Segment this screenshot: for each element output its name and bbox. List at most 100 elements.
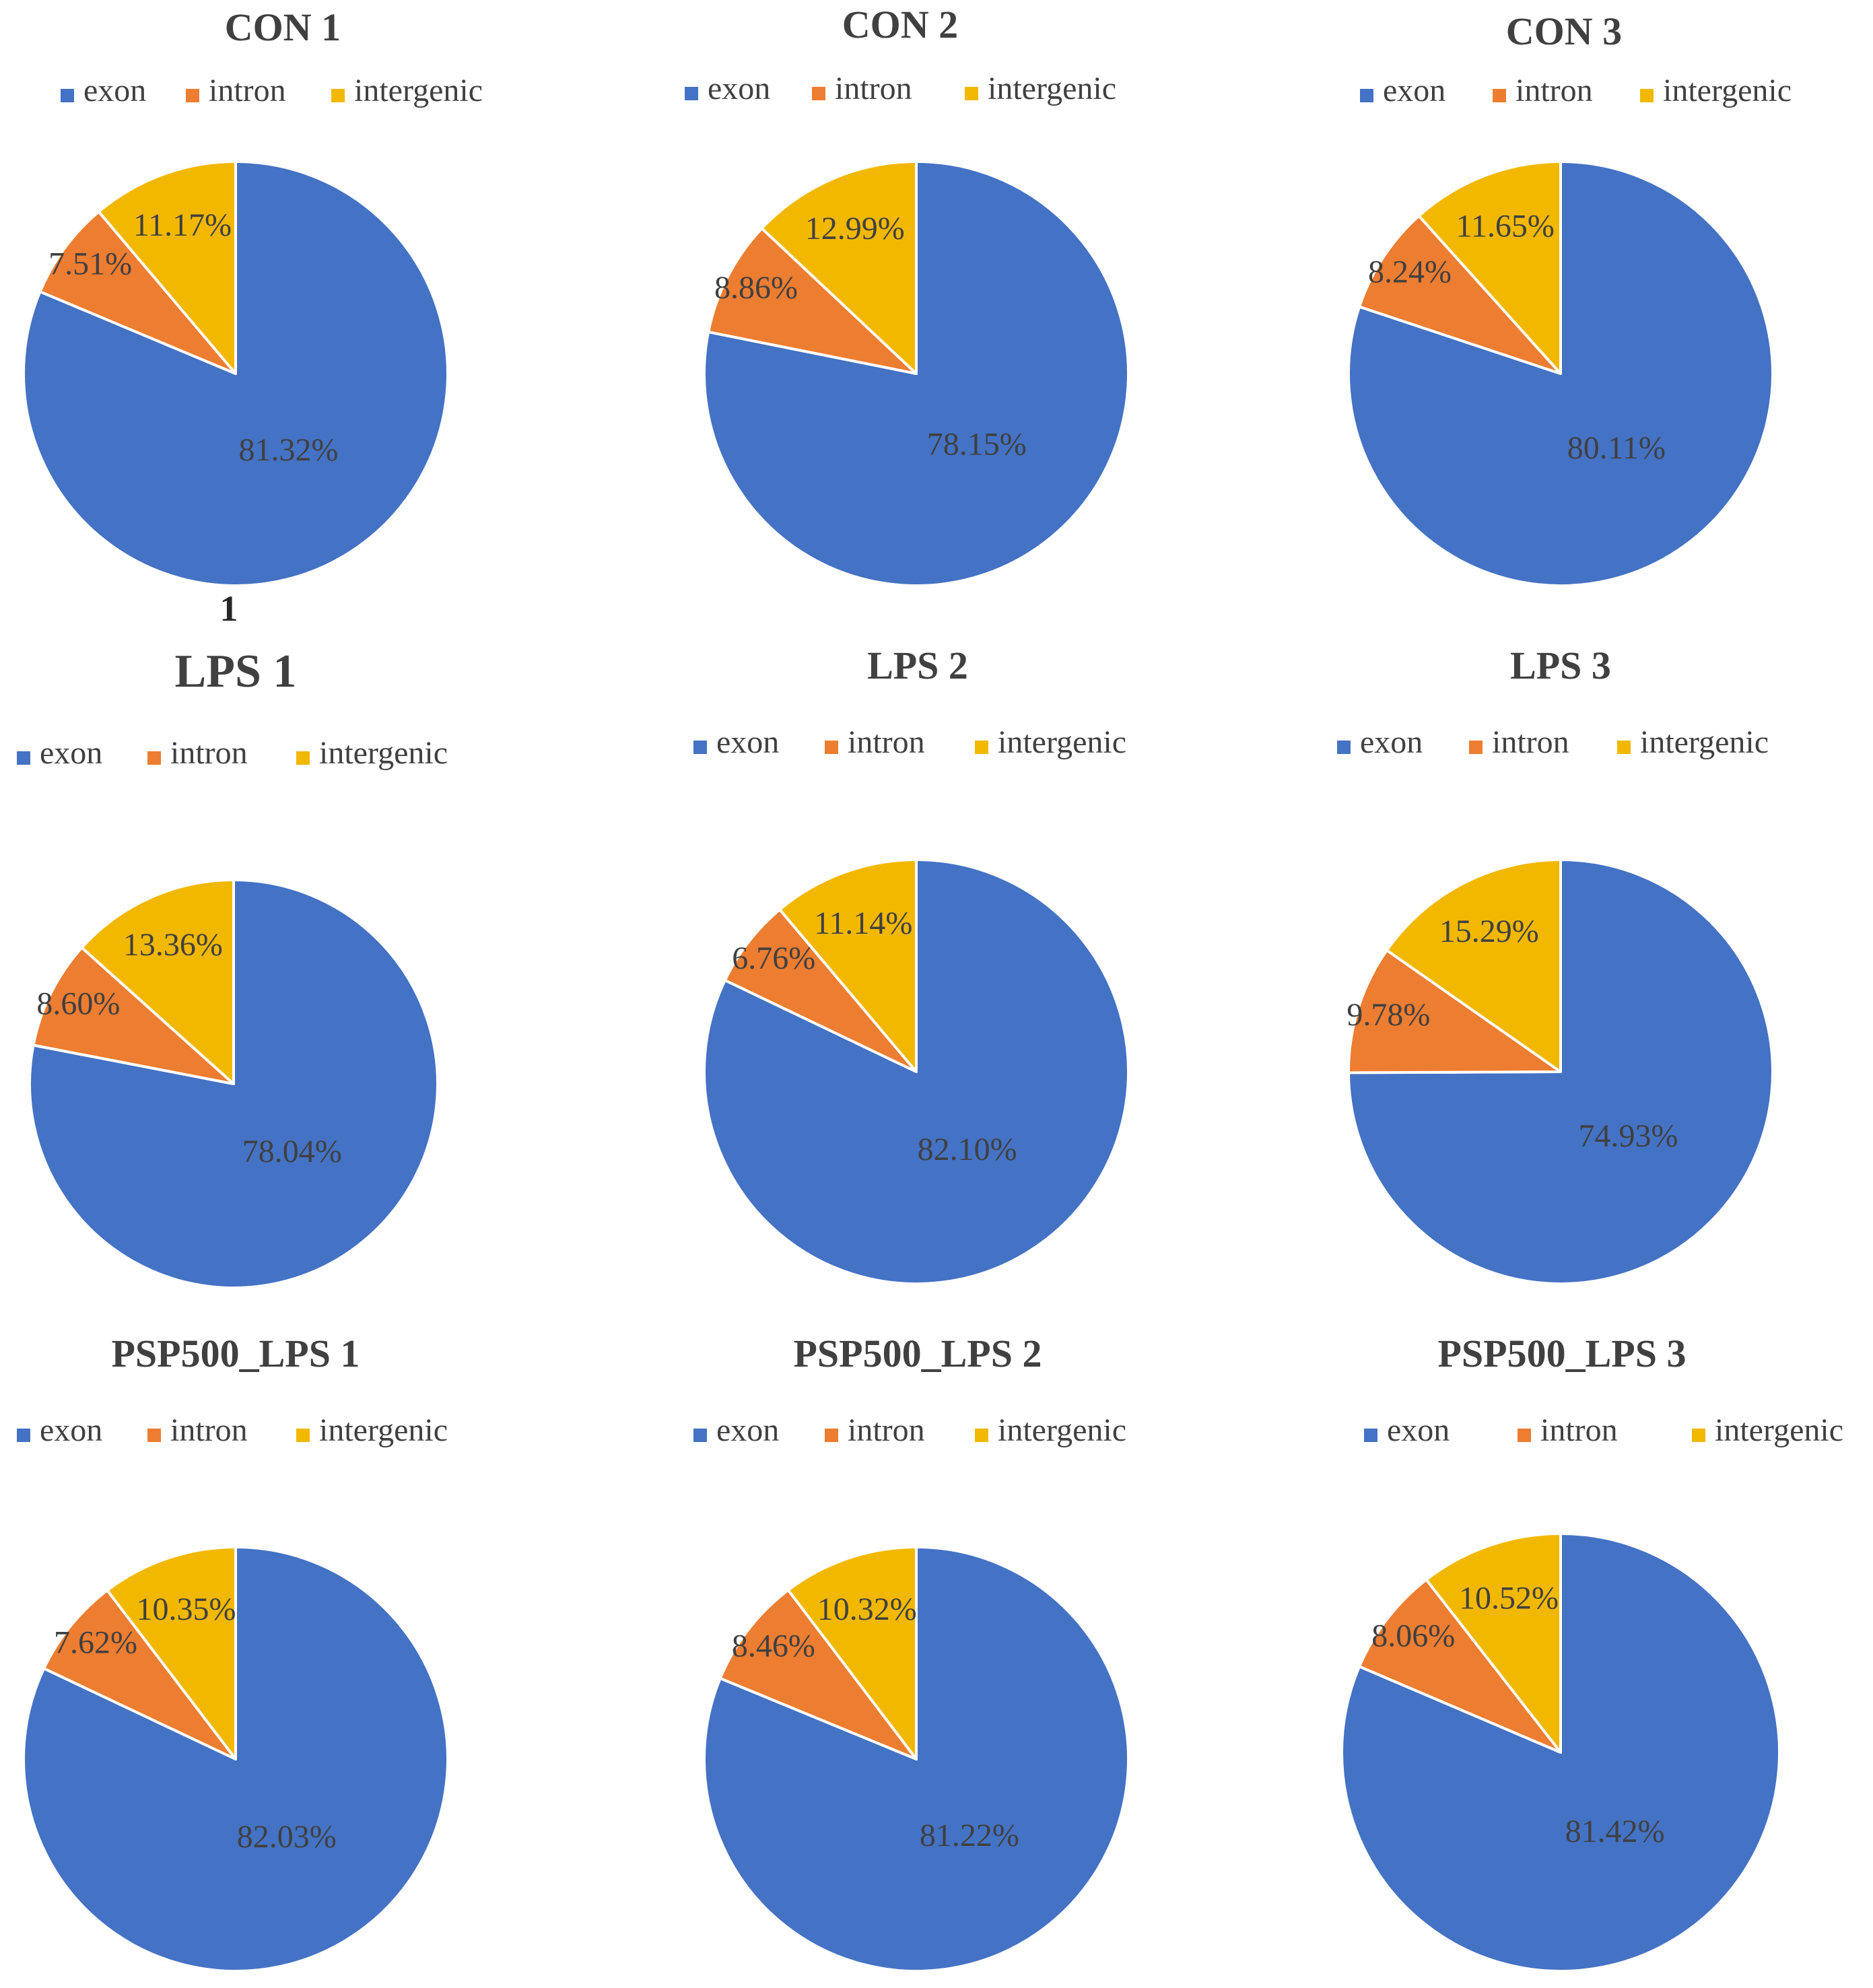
legend-label-intron: intron bbox=[1492, 724, 1569, 760]
legend-label-intergenic: intergenic bbox=[998, 1412, 1126, 1448]
slice-exon bbox=[703, 160, 1130, 587]
legend-label-intron: intron bbox=[835, 71, 912, 106]
legend: exon intron intergenic bbox=[685, 71, 1116, 106]
legend-item-exon: exon bbox=[685, 71, 770, 106]
data-label-intergenic: 12.99% bbox=[805, 211, 905, 246]
data-label-exon: 82.03% bbox=[237, 1819, 337, 1855]
legend-swatch-exon bbox=[1364, 1429, 1377, 1442]
data-label-exon: 80.11% bbox=[1567, 430, 1666, 466]
legend-label-exon: exon bbox=[1387, 1412, 1450, 1448]
legend: exon intron intergenic bbox=[693, 1412, 1126, 1448]
data-label-intergenic: 10.32% bbox=[817, 1591, 917, 1627]
data-label-intron: 6.76% bbox=[732, 940, 815, 976]
data-label-intron: 8.60% bbox=[36, 986, 120, 1021]
data-label-intergenic: 15.29% bbox=[1439, 914, 1539, 949]
slice-exon bbox=[1347, 858, 1774, 1285]
slice-intergenic bbox=[1425, 1532, 1562, 1754]
data-label-intergenic: 11.65% bbox=[1456, 208, 1555, 244]
legend-swatch-intron bbox=[825, 741, 838, 754]
legend-label-intron: intron bbox=[1540, 1412, 1618, 1448]
slice-intron bbox=[38, 210, 237, 375]
legend-swatch-intron bbox=[825, 1429, 838, 1442]
chart-title: CON 3 bbox=[1506, 9, 1622, 53]
legend-item-exon: exon bbox=[693, 1412, 779, 1448]
data-label-intergenic: 10.35% bbox=[137, 1591, 236, 1627]
legend-label-intergenic: intergenic bbox=[1715, 1412, 1843, 1448]
legend-item-intergenic: intergenic bbox=[1692, 1412, 1843, 1448]
legend-item-intron: intron bbox=[1493, 73, 1593, 108]
legend-swatch-intron bbox=[1493, 89, 1506, 102]
data-label-intron: 8.24% bbox=[1368, 254, 1452, 289]
legend-swatch-exon bbox=[685, 87, 698, 100]
legend-label-intergenic: intergenic bbox=[1640, 724, 1769, 760]
legend-label-intergenic: intergenic bbox=[354, 73, 483, 108]
data-label-exon: 74.93% bbox=[1579, 1118, 1678, 1154]
chart-title: CON 1 bbox=[225, 5, 341, 49]
data-label-exon: 78.15% bbox=[927, 427, 1027, 462]
chart-title: PSP500_LPS 2 bbox=[794, 1332, 1042, 1375]
data-label-exon: 81.32% bbox=[239, 432, 339, 468]
slice-intergenic bbox=[786, 1546, 918, 1760]
legend-label-exon: exon bbox=[708, 71, 770, 106]
legend-item-exon: exon bbox=[17, 735, 102, 771]
legend: exon intron intergenic bbox=[693, 724, 1126, 760]
legend-item-exon: exon bbox=[1360, 73, 1445, 108]
legend-swatch-intron bbox=[1518, 1429, 1531, 1442]
legend-item-intergenic: intergenic bbox=[296, 735, 448, 771]
legend-label-intergenic: intergenic bbox=[1663, 73, 1792, 108]
legend-swatch-exon bbox=[693, 1429, 707, 1442]
legend-label-intergenic: intergenic bbox=[319, 735, 448, 771]
legend: exon intron intergenic bbox=[17, 735, 448, 771]
legend-item-intron: intron bbox=[825, 1412, 925, 1448]
data-label-intergenic: 13.36% bbox=[123, 927, 223, 963]
legend-item-intergenic: intergenic bbox=[296, 1412, 448, 1448]
chart-title: CON 2 bbox=[842, 3, 958, 46]
legend: exon intron intergenic bbox=[17, 1412, 448, 1448]
legend-item-exon: exon bbox=[61, 73, 146, 108]
legend-item-exon: exon bbox=[17, 1412, 102, 1448]
chart-psp500-lps-1: PSP500_LPS 1 exon intron intergenic 82.03% 7.… bbox=[17, 1332, 449, 1973]
chart-title: LPS 1 bbox=[175, 646, 297, 697]
legend-item-exon: exon bbox=[1337, 724, 1423, 760]
legend-swatch-intergenic bbox=[1617, 741, 1631, 754]
legend-label-exon: exon bbox=[716, 724, 779, 760]
slice-intron bbox=[1347, 949, 1562, 1074]
data-label-exon: 81.42% bbox=[1565, 1814, 1665, 1849]
legend-swatch-intron bbox=[147, 751, 161, 765]
chart-lps-1: LPS 1 exon intron intergenic 78.04% 8.60%13.3… bbox=[17, 646, 448, 1289]
legend-label-exon: exon bbox=[83, 73, 146, 108]
legend-item-intron: intron bbox=[1518, 1412, 1618, 1448]
legend-label-intron: intron bbox=[848, 1412, 925, 1448]
legend-item-intron: intron bbox=[186, 73, 286, 108]
data-label-intron: 8.86% bbox=[714, 270, 798, 306]
slice-intron bbox=[42, 1589, 237, 1760]
legend-swatch-intergenic bbox=[296, 751, 310, 765]
legend: exon intron intergenic bbox=[1364, 1412, 1843, 1448]
legend-swatch-intergenic bbox=[975, 1429, 988, 1442]
slice-intron bbox=[718, 1588, 918, 1760]
legend-label-exon: exon bbox=[1383, 73, 1445, 108]
data-label-intergenic: 10.52% bbox=[1459, 1581, 1559, 1616]
legend-swatch-exon bbox=[17, 751, 30, 765]
legend-item-intron: intron bbox=[1469, 724, 1569, 760]
slice-intergenic bbox=[760, 160, 918, 375]
legend-swatch-exon bbox=[1337, 741, 1351, 754]
slice-intron bbox=[1358, 214, 1562, 375]
legend-swatch-intron bbox=[812, 87, 825, 100]
legend-item-intron: intron bbox=[147, 1412, 248, 1448]
chart-lps-3: LPS 3 exon intron intergenic 74.93% 9.78% 15.2… bbox=[1337, 644, 1774, 1285]
slice-intergenic bbox=[1417, 160, 1562, 375]
legend-swatch-intergenic bbox=[965, 87, 978, 100]
slice-intron bbox=[1358, 1578, 1562, 1754]
data-label-intron: 7.62% bbox=[54, 1624, 137, 1660]
data-label-intron: 7.51% bbox=[48, 246, 132, 282]
legend-swatch-intron bbox=[147, 1429, 161, 1442]
data-label-intergenic: 11.14% bbox=[814, 905, 912, 941]
chart-title: LPS 3 bbox=[1510, 644, 1611, 687]
legend-swatch-exon bbox=[1360, 89, 1373, 102]
data-label-exon: 81.22% bbox=[920, 1818, 1019, 1853]
chart-con-1: CON 1 exon intron intergenic 81.32% 7.51%11.1… bbox=[22, 5, 483, 587]
data-label-exon: 78.04% bbox=[242, 1134, 342, 1169]
slice-intron bbox=[707, 227, 918, 375]
chart-psp500-lps-3: PSP500_LPS 3 exon intron intergenic 81.42% 8.… bbox=[1340, 1332, 1843, 1973]
